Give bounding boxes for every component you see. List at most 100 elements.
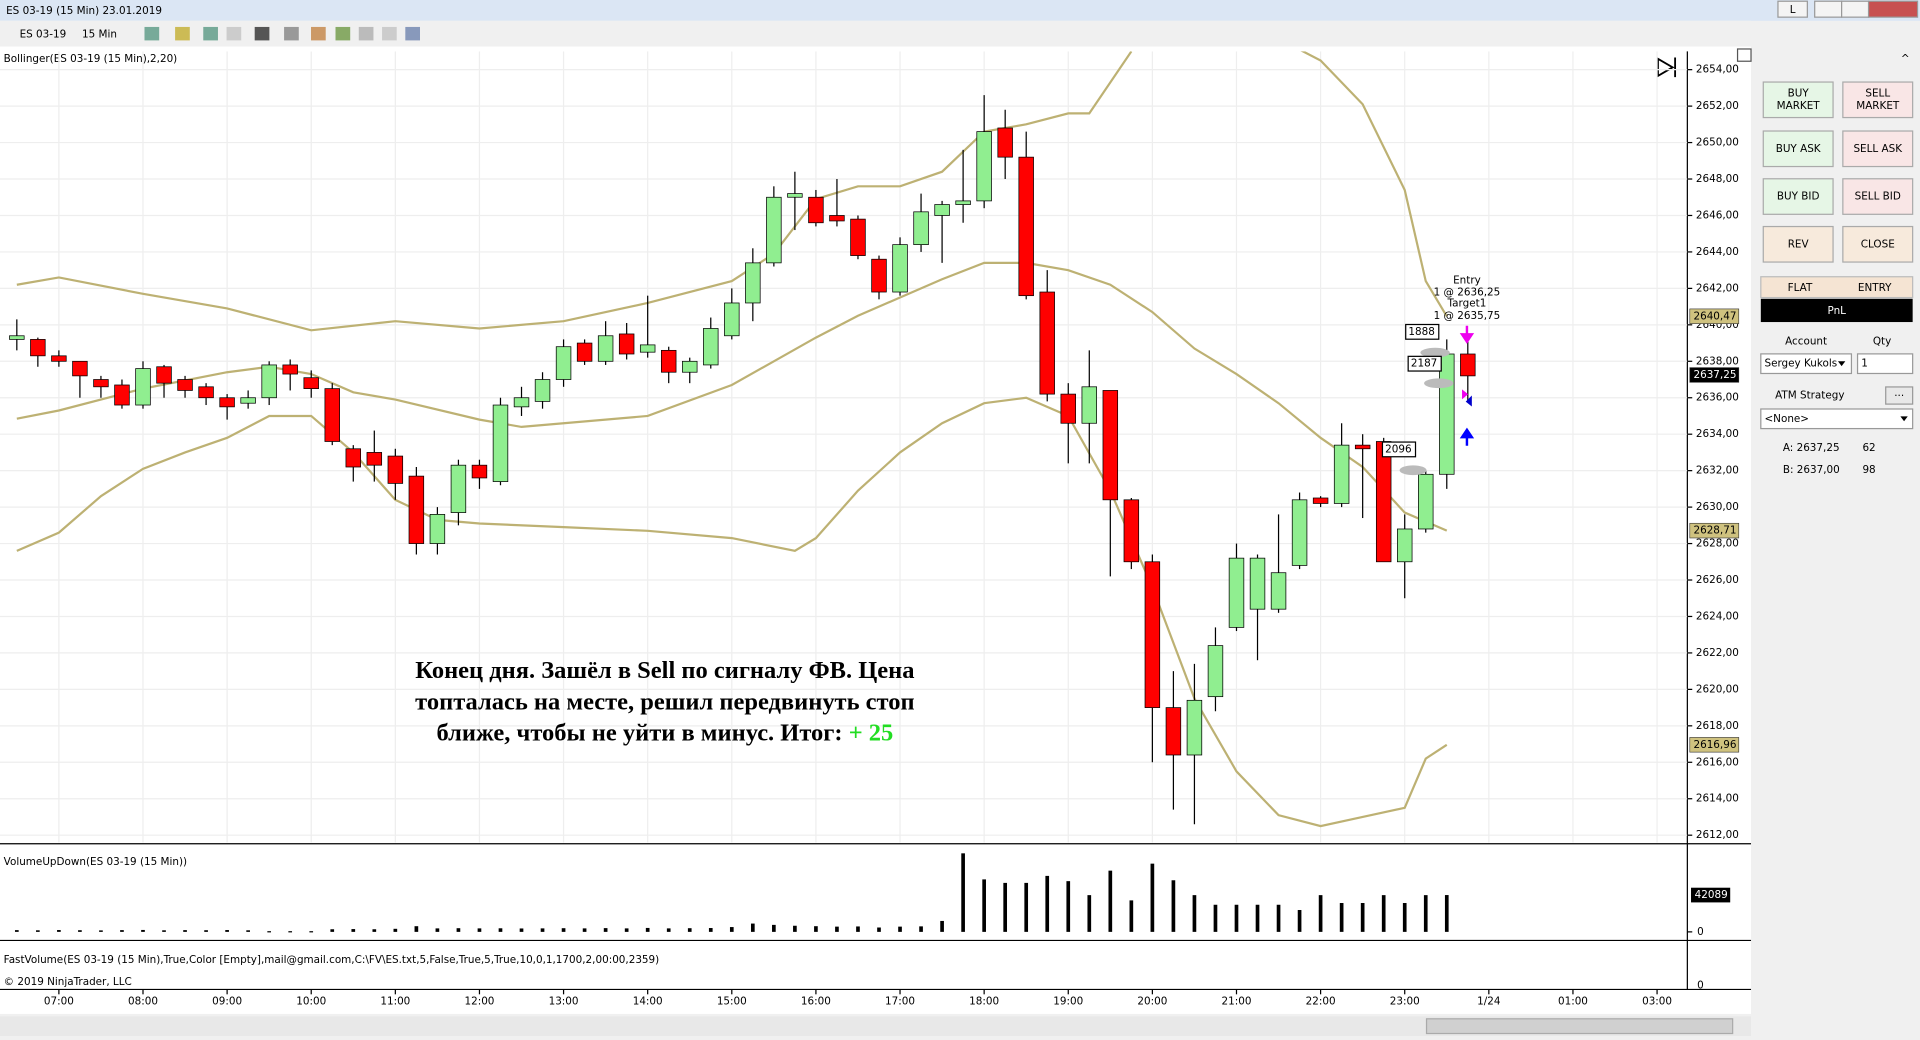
- volume-bar: [835, 926, 839, 932]
- panel-collapse[interactable]: ^: [1901, 53, 1910, 65]
- flat-entry-bar: [1760, 276, 1914, 299]
- tool-icon[interactable]: [335, 26, 351, 41]
- y-tick-label: 2618,00: [1696, 720, 1739, 732]
- account-value[interactable]: Sergey Kukols: [1764, 358, 1837, 370]
- order-button[interactable]: [1842, 178, 1914, 215]
- volume-bar: [36, 930, 40, 932]
- order-button-label[interactable]: MARKET: [1777, 100, 1821, 112]
- interval-selector[interactable]: 15 Min: [82, 28, 117, 40]
- order-marker[interactable]: [1420, 347, 1450, 358]
- account-label: Account: [1785, 336, 1827, 348]
- order-button-label[interactable]: BUY ASK: [1776, 143, 1822, 155]
- qty-value[interactable]: 1: [1861, 358, 1868, 370]
- order-button-label[interactable]: SELL BID: [1855, 191, 1901, 203]
- order-button[interactable]: [1762, 81, 1834, 119]
- atm-button[interactable]: [1885, 386, 1914, 405]
- scroll-end-button[interactable]: [1657, 57, 1677, 78]
- volume-bar: [814, 926, 818, 932]
- volume-bar: [288, 931, 293, 933]
- volume-bar: [498, 928, 503, 932]
- candle-body: [808, 196, 824, 224]
- candle-body: [955, 200, 971, 205]
- volume-bar: [456, 928, 461, 932]
- annotation-text: ближе, чтобы не уйти в минус. Итог:: [437, 719, 843, 746]
- order-button[interactable]: [1762, 130, 1834, 168]
- indicator-label: FastVolume(ES 03-19 (15 Min),True,Color …: [4, 954, 660, 966]
- indicator-label: VolumeUpDown(ES 03-19 (15 Min)): [4, 856, 187, 868]
- tool-icon[interactable]: [382, 26, 397, 41]
- atm-value[interactable]: <None>: [1764, 413, 1809, 425]
- exit-marker: [1465, 395, 1472, 407]
- minimize[interactable]: [1814, 0, 1843, 18]
- tool-icon[interactable]: [203, 26, 218, 41]
- order-button-label[interactable]: BUY: [1788, 88, 1810, 100]
- order-button-label[interactable]: MARKET: [1856, 100, 1900, 112]
- tool-icon[interactable]: [358, 26, 374, 41]
- order-button[interactable]: [1762, 178, 1834, 215]
- candle-body: [976, 131, 992, 202]
- order-button[interactable]: [1842, 130, 1914, 168]
- candle-body: [429, 514, 446, 544]
- order-button-label[interactable]: CLOSE: [1861, 238, 1895, 250]
- candle-body: [618, 333, 635, 355]
- scrollbar[interactable]: [0, 1016, 1752, 1036]
- order-button[interactable]: [1762, 225, 1834, 263]
- volume-bar: [772, 924, 776, 932]
- order-size-box[interactable]: [1407, 355, 1442, 372]
- tool-icon[interactable]: [144, 26, 160, 41]
- window-button[interactable]: [1777, 0, 1808, 18]
- tool-icon[interactable]: [405, 26, 420, 41]
- annotation-line: топталась на месте, решил передвинуть ст…: [415, 689, 914, 716]
- volume-bar: [1024, 882, 1029, 932]
- order-button-label[interactable]: SELL ASK: [1853, 143, 1903, 155]
- qty-input[interactable]: [1856, 353, 1914, 375]
- candle-body: [513, 397, 530, 408]
- tool-icon[interactable]: [175, 26, 190, 41]
- tool-icon[interactable]: [254, 26, 270, 41]
- atm-select[interactable]: [1760, 408, 1914, 430]
- y-tick-label: 2636,00: [1696, 392, 1739, 404]
- order-button-label[interactable]: REV: [1788, 238, 1810, 250]
- entry-status: ENTRY: [1858, 282, 1892, 294]
- window-button-label[interactable]: L: [1790, 4, 1796, 16]
- y-tick-label: 2622,00: [1696, 647, 1739, 659]
- volume-bar: [1171, 880, 1176, 932]
- price-marker: [1689, 308, 1740, 324]
- panel-toggle[interactable]: [1736, 48, 1752, 62]
- y-tick-label: 2642,00: [1696, 282, 1739, 294]
- volume-bar: [961, 853, 965, 932]
- volume-bar: [1213, 904, 1218, 932]
- account-select[interactable]: [1760, 353, 1853, 375]
- close-window[interactable]: [1867, 0, 1919, 18]
- order-marker[interactable]: [1399, 465, 1427, 476]
- tool-icon[interactable]: [311, 26, 326, 41]
- candle-body: [324, 388, 340, 442]
- volume-bar: [330, 929, 335, 932]
- order-button-label[interactable]: SELL: [1865, 88, 1890, 100]
- volume-bar: [561, 928, 566, 932]
- candle-body: [198, 386, 214, 399]
- volume-bar: [1276, 904, 1281, 932]
- candle-body: [177, 379, 193, 391]
- order-button-label[interactable]: BUY BID: [1777, 191, 1820, 203]
- maximize[interactable]: [1841, 0, 1870, 18]
- order-button[interactable]: [1842, 81, 1914, 119]
- copyright: © 2019 NinjaTrader, LLC: [4, 976, 132, 988]
- tool-icon[interactable]: [284, 26, 299, 41]
- scrollbar-thumb[interactable]: [1425, 1018, 1734, 1035]
- candle-body: [492, 404, 509, 482]
- y-tick-label: 2626,00: [1696, 574, 1739, 586]
- instrument-selector[interactable]: ES 03-19: [20, 28, 67, 40]
- tool-icon[interactable]: [226, 26, 242, 41]
- order-marker[interactable]: [1424, 378, 1454, 389]
- candle-body: [471, 464, 488, 479]
- y-tick-label: 2624,00: [1696, 610, 1739, 622]
- order-size-box[interactable]: [1405, 323, 1440, 340]
- candle-body: [934, 204, 950, 216]
- atm-button-label[interactable]: ...: [1894, 387, 1904, 399]
- ask-price: A: 2637,25: [1783, 442, 1840, 454]
- order-label: 1 @ 2636,25: [1434, 287, 1501, 299]
- order-button[interactable]: [1842, 225, 1914, 263]
- order-size-box[interactable]: [1381, 441, 1417, 458]
- volume-bar: [1402, 903, 1407, 932]
